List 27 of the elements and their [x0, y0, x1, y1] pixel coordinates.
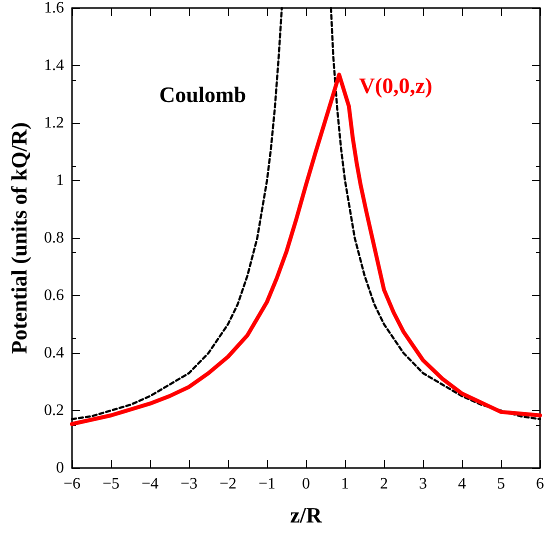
x-tick-label: 4 [458, 476, 466, 492]
x-tick-label: 5 [497, 476, 505, 492]
y-tick-label: 0.8 [44, 230, 64, 246]
x-tick-label: 0 [302, 476, 310, 492]
y-tick-label: 0.6 [44, 287, 64, 304]
x-tick-label: −1 [258, 476, 276, 492]
x-tick-label: 2 [380, 476, 388, 492]
y-tick-label: 1 [56, 172, 64, 189]
y-axis-title: Potential (units of kQ/R) [6, 122, 32, 354]
x-tick-label: −4 [141, 476, 159, 492]
series-label: Coulomb [159, 82, 246, 107]
y-tick-label: 1.6 [44, 0, 64, 16]
y-tick-label: 1.4 [44, 57, 64, 74]
y-tick-label: 1.2 [44, 114, 64, 132]
x-tick-label: −6 [63, 476, 81, 492]
x-tick-label: −3 [180, 476, 198, 492]
x-tick-label: 1 [341, 476, 349, 492]
x-tick-label: 6 [536, 476, 544, 492]
y-tick-label: 0.2 [44, 402, 64, 419]
line-series [70, 72, 542, 426]
y-tick-label: 0 [56, 460, 64, 476]
x-axis-title: z/R [290, 502, 323, 528]
x-tick-label: −5 [102, 476, 120, 492]
x-tick-label: −2 [219, 476, 237, 492]
y-tick-label: 0.4 [44, 344, 64, 362]
series-label: V(0,0,z) [359, 73, 432, 98]
x-tick-label: 3 [419, 476, 427, 492]
